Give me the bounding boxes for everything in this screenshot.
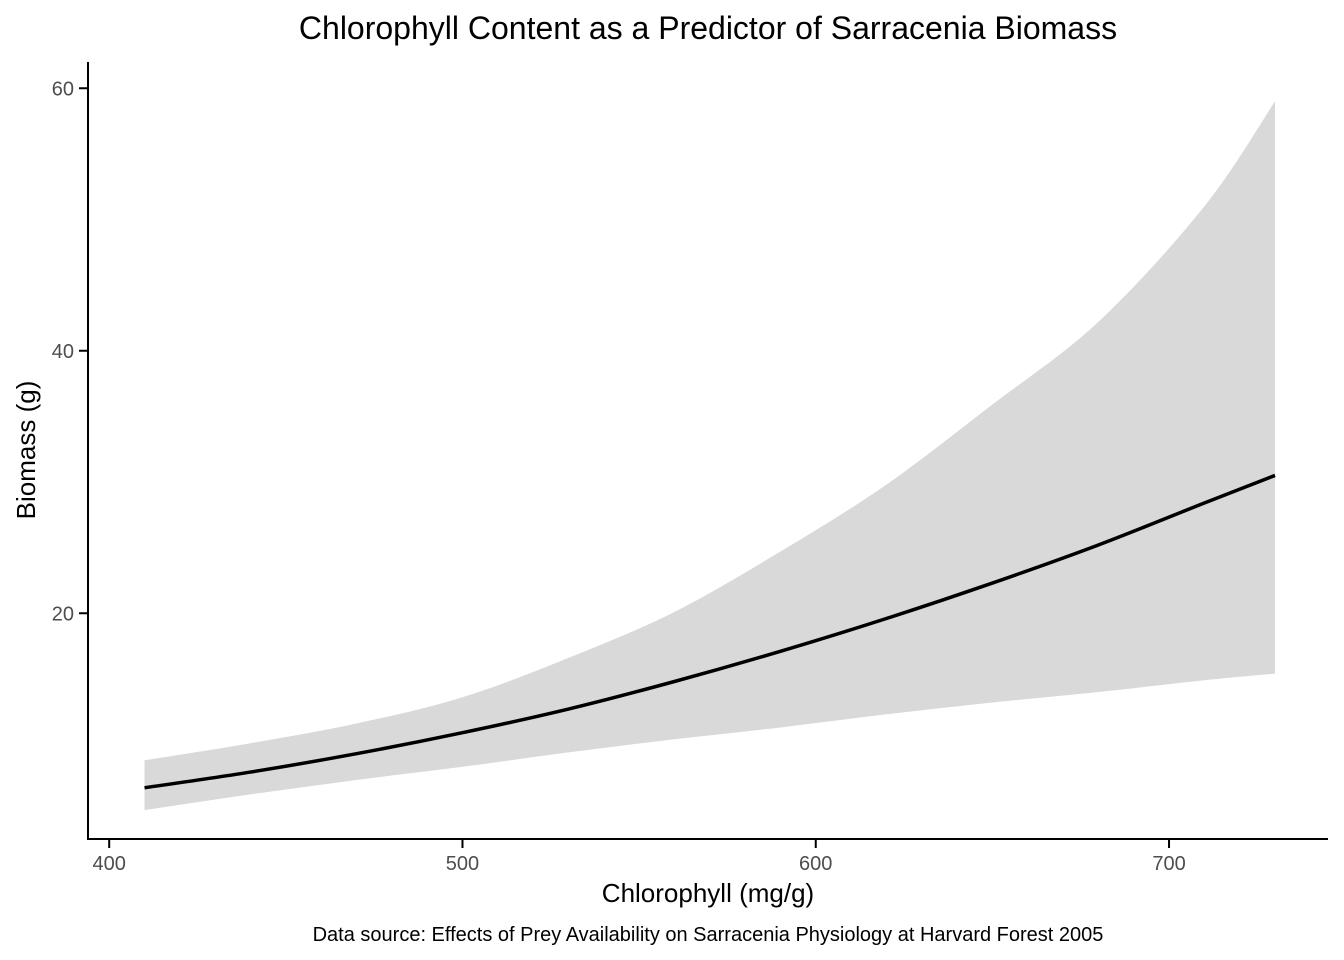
y-tick-label: 40 [52,341,74,363]
x-tick-label: 400 [93,853,126,875]
axis-ticks: 400 500 600 700 20 40 60 [52,78,1186,875]
y-tick-label: 20 [52,603,74,625]
x-tick-label: 700 [1152,853,1185,875]
x-tick-label: 500 [446,853,479,875]
data-source-caption: Data source: Effects of Prey Availabilit… [313,924,1104,946]
x-axis-label: Chlorophyll (mg/g) [602,878,814,908]
y-tick-label: 60 [52,78,74,100]
chart-title: Chlorophyll Content as a Predictor of Sa… [299,10,1117,46]
plot-area [144,101,1276,811]
fitted-line [144,473,1276,790]
y-axis-label: Biomass (g) [11,381,41,520]
x-tick-label: 600 [799,853,832,875]
confidence-band [144,101,1276,811]
